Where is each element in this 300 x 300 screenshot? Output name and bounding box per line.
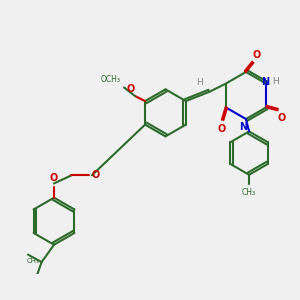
Text: CH₃: CH₃ [242, 188, 256, 197]
Text: OCH₃: OCH₃ [101, 75, 121, 84]
Text: O: O [218, 124, 226, 134]
Text: H: H [196, 78, 203, 87]
Text: O: O [50, 173, 58, 183]
Text: N: N [239, 122, 247, 131]
Text: CH₃: CH₃ [27, 258, 39, 264]
Text: O: O [126, 84, 134, 94]
Text: N: N [261, 77, 269, 87]
Text: O: O [252, 50, 261, 60]
Text: O: O [277, 113, 285, 123]
Text: O: O [92, 170, 100, 180]
Text: H: H [272, 77, 279, 86]
